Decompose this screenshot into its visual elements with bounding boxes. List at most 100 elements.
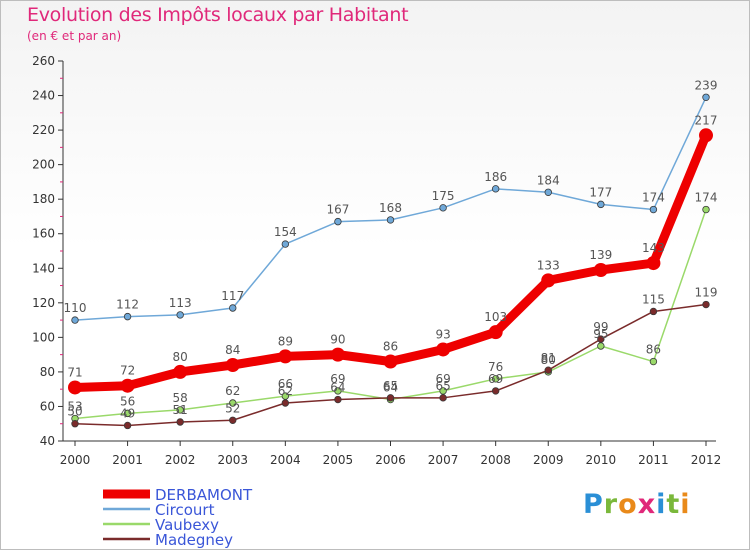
data-label-madegney: 49 (120, 406, 135, 420)
x-tick-label: 2003 (217, 453, 248, 467)
data-point-derbamont (120, 378, 135, 393)
data-label-circourt: 177 (589, 185, 612, 199)
x-tick-label: 2010 (586, 453, 617, 467)
data-point-madegney (281, 399, 290, 407)
data-label-vaubexy: 86 (646, 343, 661, 357)
data-point-madegney (491, 387, 500, 395)
data-point-vaubexy (597, 342, 605, 350)
data-label-derbamont: 133 (537, 258, 560, 272)
data-point-circourt (597, 200, 605, 209)
data-label-vaubexy: 69 (330, 372, 345, 386)
data-label-derbamont: 72 (120, 364, 135, 378)
data-point-vaubexy (649, 357, 658, 366)
data-label-circourt: 174 (642, 191, 665, 205)
data-label-vaubexy: 174 (695, 191, 718, 205)
y-tick-label: 60 (40, 399, 55, 413)
data-label-vaubexy: 69 (435, 372, 450, 386)
data-label-circourt: 186 (484, 170, 507, 184)
data-point-derbamont (436, 342, 451, 357)
data-label-madegney: 115 (642, 292, 665, 306)
data-label-circourt: 110 (64, 301, 87, 315)
data-point-circourt (334, 217, 342, 226)
data-point-derbamont (488, 325, 503, 340)
logo-letter: P (583, 489, 604, 520)
x-tick-label: 2007 (428, 453, 459, 467)
x-tick-label: 2006 (375, 453, 406, 467)
data-label-vaubexy: 76 (488, 360, 503, 374)
y-tick-label: 160 (32, 227, 55, 241)
data-point-vaubexy (334, 387, 342, 395)
data-label-circourt: 239 (695, 78, 718, 92)
data-point-madegney (334, 395, 342, 404)
x-tick-label: 2008 (480, 453, 511, 467)
data-label-derbamont: 103 (484, 310, 507, 324)
data-label-vaubexy: 53 (67, 400, 82, 414)
data-label-madegney: 52 (225, 401, 240, 415)
data-label-circourt: 175 (432, 189, 455, 203)
data-label-derbamont: 217 (695, 113, 718, 127)
data-point-derbamont (225, 358, 240, 372)
logo-letter: i (680, 489, 691, 520)
data-point-circourt (649, 205, 658, 214)
data-label-derbamont: 80 (173, 350, 188, 364)
data-point-vaubexy (702, 205, 710, 214)
y-tick-label: 200 (32, 158, 55, 172)
data-point-vaubexy (491, 375, 500, 383)
data-point-madegney (229, 416, 237, 424)
data-label-vaubexy: 56 (120, 394, 135, 408)
y-tick-label: 180 (32, 192, 55, 206)
data-label-madegney: 64 (330, 381, 345, 395)
data-point-madegney (176, 418, 184, 426)
data-point-circourt (491, 185, 500, 193)
x-tick-label: 2000 (60, 453, 91, 467)
y-tick-label: 100 (32, 330, 55, 344)
data-label-madegney: 51 (173, 403, 188, 417)
data-point-vaubexy (123, 409, 132, 418)
data-label-madegney: 65 (383, 379, 398, 393)
proxiti-logo: Proxiti (583, 489, 691, 520)
logo-letter: o (618, 489, 638, 520)
data-point-circourt (544, 188, 552, 196)
data-label-madegney: 99 (593, 320, 608, 334)
y-tick-label: 220 (32, 123, 55, 137)
data-label-derbamont: 86 (383, 340, 398, 354)
data-point-derbamont (173, 364, 188, 379)
data-label-circourt: 154 (274, 225, 297, 239)
data-point-derbamont (68, 380, 82, 395)
data-point-madegney (123, 421, 132, 430)
data-point-circourt (176, 311, 184, 319)
legend-label-circourt: Circourt (155, 501, 215, 519)
data-label-derbamont: 71 (67, 365, 82, 379)
logo-letter: x (637, 489, 657, 520)
data-label-derbamont: 143 (642, 241, 665, 255)
data-point-circourt (281, 240, 290, 248)
data-point-vaubexy (229, 399, 237, 407)
data-point-derbamont (278, 349, 293, 364)
data-point-derbamont (593, 263, 608, 277)
x-tick-label: 2012 (691, 453, 722, 467)
chart-title: Evolution des Impôts locaux par Habitant (27, 4, 409, 26)
legend-label-derbamont: DERBAMONT (155, 486, 253, 504)
data-point-circourt (71, 316, 79, 324)
data-label-vaubexy: 62 (225, 384, 240, 398)
data-label-circourt: 184 (537, 173, 560, 187)
data-label-madegney: 65 (435, 379, 450, 393)
logo-letter: r (603, 489, 619, 520)
x-tick-label: 2011 (638, 453, 669, 467)
x-tick-label: 2001 (112, 453, 143, 467)
x-tick-label: 2002 (165, 453, 196, 467)
data-label-vaubexy: 80 (541, 353, 556, 367)
data-label-vaubexy: 64 (383, 381, 398, 395)
data-point-circourt (386, 216, 395, 224)
data-point-madegney (597, 335, 605, 343)
data-label-madegney: 119 (695, 286, 718, 300)
data-label-derbamont: 93 (435, 327, 450, 341)
x-tick-label: 2009 (533, 453, 564, 467)
data-point-circourt (702, 93, 710, 101)
x-tick-label: 2005 (323, 453, 354, 467)
data-label-vaubexy: 58 (173, 391, 188, 405)
data-point-madegney (386, 394, 395, 402)
data-point-derbamont (646, 256, 661, 271)
